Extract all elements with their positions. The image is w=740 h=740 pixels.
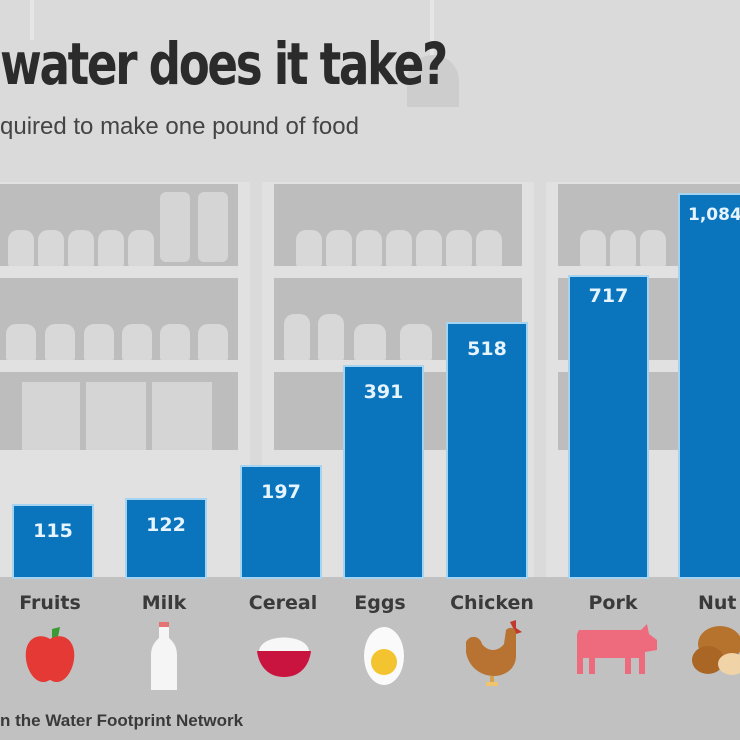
bar-fruits: 115	[14, 506, 92, 577]
jar	[476, 230, 502, 266]
chart-subtitle: quired to make one pound of food	[0, 113, 359, 140]
value-label: 197	[261, 481, 301, 503]
lamp-cord	[430, 0, 434, 60]
shelf-unit-left	[0, 182, 250, 577]
pendant-lamp-icon	[407, 55, 459, 107]
chart-title: water does it take?	[0, 30, 448, 98]
category-label-cereal: Cereal	[248, 592, 318, 614]
bar-milk: 122	[127, 500, 205, 577]
category-label-eggs: Eggs	[354, 592, 406, 614]
pig-icon	[577, 624, 657, 674]
value-label: 1,084	[688, 205, 740, 225]
apple-icon	[25, 627, 75, 683]
box	[86, 382, 146, 450]
jar	[318, 314, 344, 360]
value-label: 391	[363, 381, 404, 403]
egg-icon	[364, 627, 404, 685]
category-label-fruits: Fruits	[19, 592, 81, 614]
category-label-nuts: Nut	[698, 592, 737, 614]
jar	[122, 324, 152, 360]
jar	[160, 324, 190, 360]
jar	[6, 324, 36, 360]
value-label: 518	[467, 338, 507, 360]
box	[198, 192, 228, 262]
jar	[610, 230, 636, 266]
category-label-pork: Pork	[588, 592, 638, 614]
chicken-icon	[466, 620, 522, 686]
jar	[98, 230, 124, 266]
shelf-bay	[0, 278, 238, 360]
nuts-icon	[692, 626, 740, 675]
jar	[284, 314, 310, 360]
source-credit: n the Water Footprint Network	[0, 711, 244, 730]
value-label: 122	[146, 514, 186, 536]
shelf-bay	[274, 184, 522, 266]
jar	[386, 230, 412, 266]
category-label-chicken: Chicken	[450, 592, 534, 614]
lamp-cord	[30, 0, 34, 40]
value-label: 115	[33, 520, 73, 542]
bar-pork: 717	[570, 277, 647, 577]
bar-chicken: 518	[448, 324, 526, 577]
cereal-bowl-icon	[257, 637, 311, 677]
jar	[8, 230, 34, 266]
box	[22, 382, 80, 450]
jar	[580, 230, 606, 266]
jar	[68, 230, 94, 266]
jar	[198, 324, 228, 360]
bar-eggs: 391	[345, 367, 422, 577]
jar	[38, 230, 64, 266]
jar	[296, 230, 322, 266]
jar	[84, 324, 114, 360]
jar	[326, 230, 352, 266]
jar	[356, 230, 382, 266]
shelf-bay	[0, 372, 238, 450]
jar	[446, 230, 472, 266]
bar-nuts: 1,084	[680, 195, 740, 577]
jar	[640, 230, 666, 266]
milk-bottle-icon	[151, 622, 177, 690]
jar	[416, 230, 442, 266]
jar	[400, 324, 432, 360]
box	[152, 382, 212, 450]
bar-cereal: 197	[242, 467, 320, 577]
value-label: 717	[588, 285, 629, 307]
shelf-bay	[0, 184, 238, 266]
jar	[354, 324, 386, 360]
box	[160, 192, 190, 262]
category-label-milk: Milk	[141, 592, 187, 614]
jar	[45, 324, 75, 360]
jar	[128, 230, 154, 266]
